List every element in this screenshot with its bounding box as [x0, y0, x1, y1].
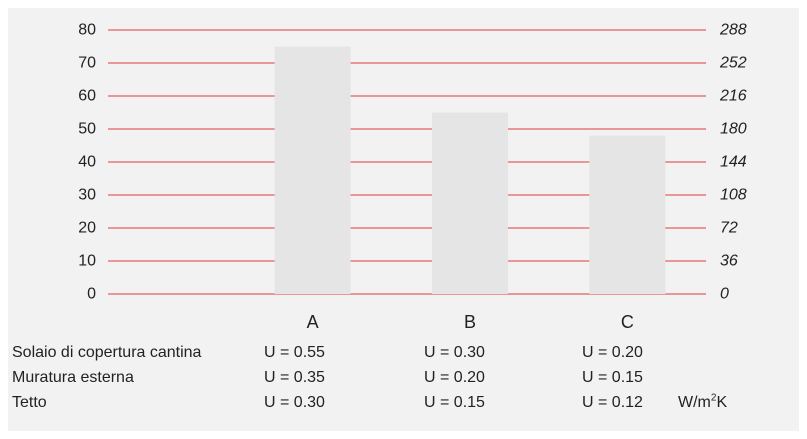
u-value-c-solaio: U = 0.20: [582, 344, 643, 361]
x-category-label: C: [621, 312, 634, 332]
u-value-a-solaio: U = 0.55: [264, 344, 325, 361]
bar-c: [589, 135, 666, 294]
unit-label: W/m2K: [678, 392, 728, 411]
bar-chart: 0 10 20 30 40 50 60 70 80 0 36 72 108 144 180 216 252 28…: [78, 22, 747, 333]
y-tick-label-right: 0: [720, 286, 729, 303]
u-value-b-muratura: U = 0.20: [424, 369, 485, 386]
y-tick-label-left: 0: [87, 286, 96, 303]
row-label-solaio: Solaio di copertura cantina: [12, 344, 202, 361]
y-tick-label-right: 216: [719, 88, 747, 105]
y-tick-label-right: 36: [720, 253, 738, 270]
y-tick-label-left: 30: [78, 187, 96, 204]
y-tick-label-left: 70: [78, 55, 96, 72]
x-category-label: A: [307, 312, 319, 332]
chart-panel: 0 10 20 30 40 50 60 70 80 0 36 72 108 144 180 216 252 28…: [8, 8, 799, 431]
y-tick-label-left: 80: [78, 22, 96, 39]
y-tick-label-right: 72: [720, 220, 738, 237]
u-value-c-tetto: U = 0.12: [582, 394, 643, 411]
y-tick-label-left: 50: [78, 121, 96, 138]
y-tick-label-left: 60: [78, 88, 96, 105]
y-tick-label-right: 252: [719, 55, 747, 72]
u-value-b-tetto: U = 0.15: [424, 394, 485, 411]
y-tick-label-right: 108: [720, 187, 747, 204]
u-value-a-tetto: U = 0.30: [264, 394, 325, 411]
y-tick-label-left: 40: [78, 154, 96, 171]
u-value-b-solaio: U = 0.30: [424, 344, 485, 361]
x-category-label: B: [464, 312, 476, 332]
row-label-tetto: Tetto: [12, 394, 47, 411]
row-label-muratura: Muratura esterna: [12, 369, 134, 386]
u-value-c-muratura: U = 0.15: [582, 369, 643, 386]
y-tick-label-left: 10: [78, 253, 96, 270]
bar-b: [431, 112, 508, 294]
y-tick-label-right: 180: [720, 121, 747, 138]
y-tick-label-right: 144: [720, 154, 747, 171]
y-tick-label-left: 20: [78, 220, 96, 237]
bar-a: [274, 46, 351, 294]
y-tick-label-right: 288: [719, 22, 747, 39]
u-value-a-muratura: U = 0.35: [264, 369, 325, 386]
